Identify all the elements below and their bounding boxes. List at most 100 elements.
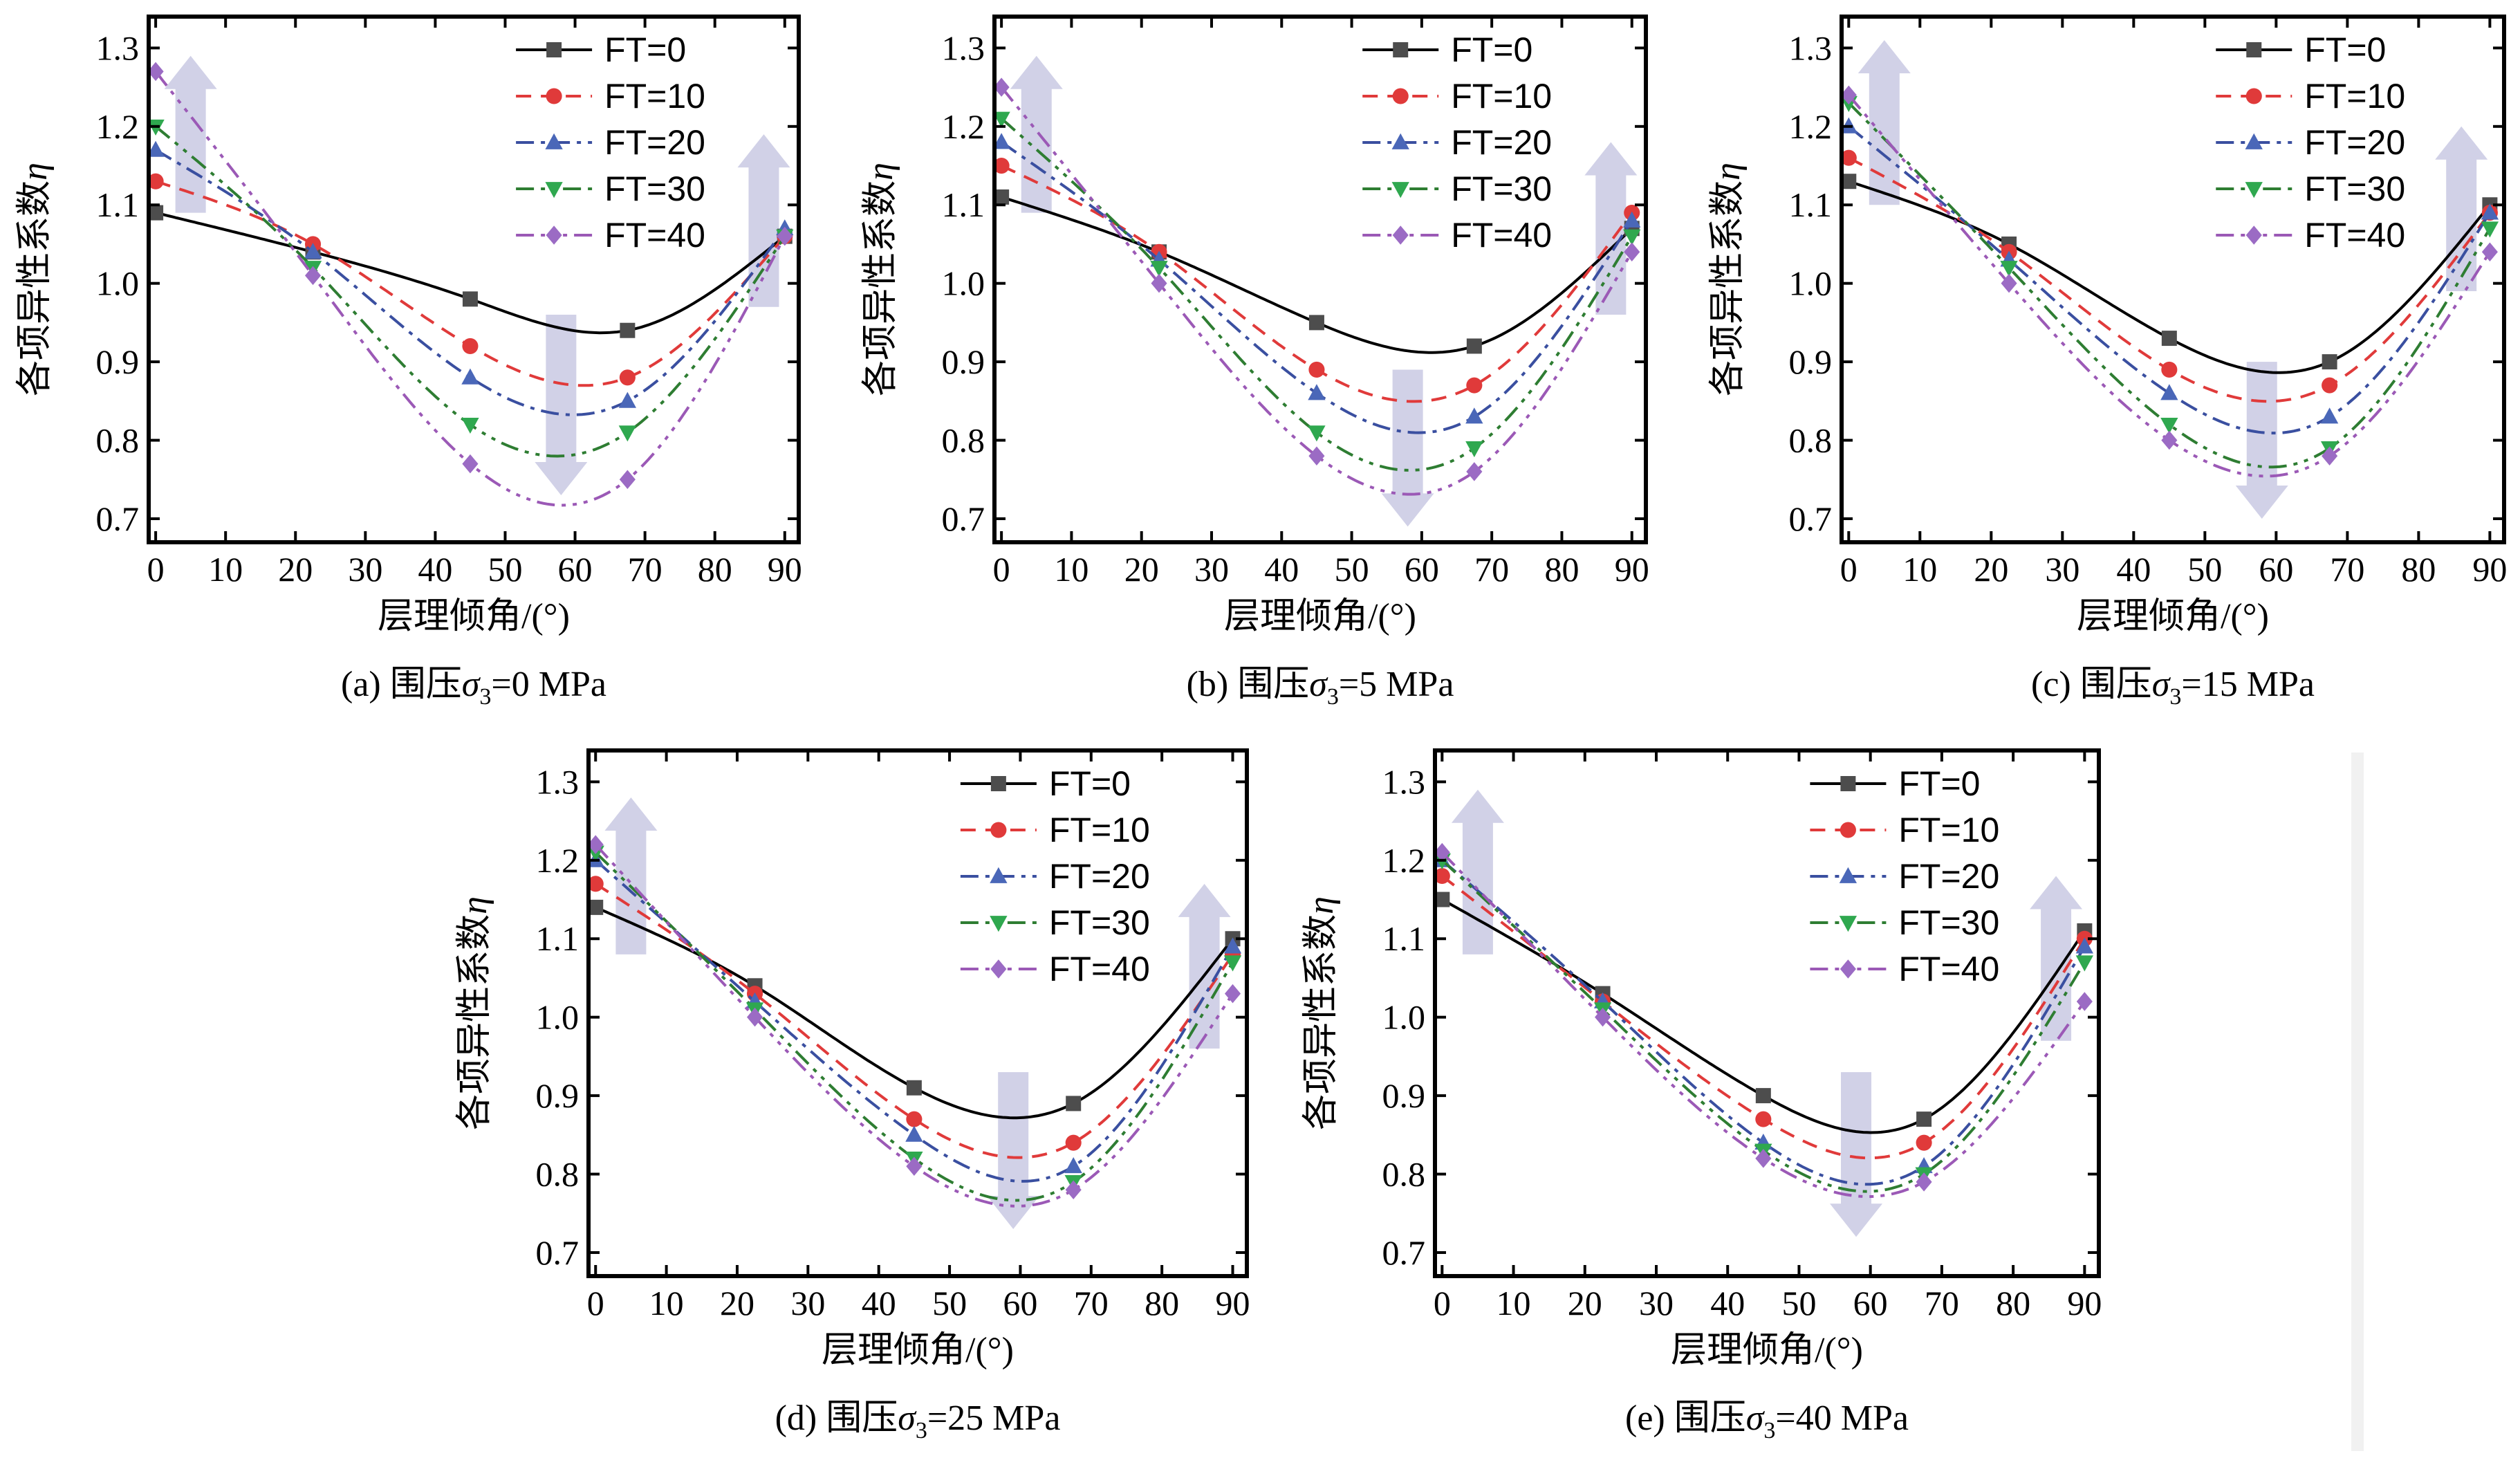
legend-marker	[990, 959, 1007, 979]
y-tick-label: 1.1	[1382, 919, 1426, 958]
x-tick-label: 60	[1405, 550, 1439, 589]
data-point	[148, 205, 164, 221]
data-point	[618, 425, 637, 442]
y-tick-label: 1.3	[96, 28, 140, 67]
data-point	[2160, 417, 2178, 434]
plot-frame	[1840, 15, 2506, 544]
panel-caption: (a) 围压σ3=0 MPa	[341, 665, 606, 710]
y-axis-title: 各项异性系数η	[1301, 896, 1341, 1130]
legend-label: FT=10	[1451, 77, 1552, 116]
y-tick-label: 0.8	[1382, 1155, 1426, 1194]
y-tick-label: 1.1	[1789, 185, 1833, 224]
series-line-ft-20	[1848, 125, 2492, 435]
trend-arrow-up	[164, 55, 217, 213]
data-point	[1916, 1134, 1932, 1151]
chart-panel-c: 0 10 20 30 40 50 60 70 80 90 0.7 0.8 0.9 1.0 1.1 1.2 1.3…	[1708, 15, 2507, 710]
data-point	[905, 1125, 923, 1142]
data-point	[2481, 221, 2499, 238]
x-tick-label: 10	[208, 550, 243, 589]
data-point	[304, 243, 322, 259]
data-point	[1308, 425, 1326, 442]
legend-marker	[2245, 182, 2263, 199]
y-tick-label: 1.1	[942, 185, 985, 224]
data-point	[304, 266, 322, 286]
y-tick-label: 1.2	[1789, 107, 1833, 146]
trend-arrow-down	[987, 1072, 1040, 1229]
x-tick-label: 50	[1335, 550, 1369, 589]
y-tick-label: 0.8	[536, 1155, 580, 1194]
legend-marker	[990, 867, 1008, 883]
x-tick-label: 10	[1902, 550, 1937, 589]
data-point	[2001, 273, 2017, 293]
y-tick-label: 1.2	[96, 107, 140, 146]
x-tick-label: 60	[558, 550, 593, 589]
data-point	[1755, 1149, 1772, 1168]
chart-panel-e: 0 10 20 30 40 50 60 70 80 90 0.7 0.8 0.9 1.0 1.1 1.2 1.3…	[1301, 748, 2102, 1443]
y-tick-label: 0.9	[96, 342, 140, 381]
data-point	[1595, 1007, 1611, 1027]
y-tick-label: 0.9	[536, 1076, 580, 1115]
legend-label: FT=20	[604, 123, 705, 162]
legend-marker	[546, 88, 562, 104]
data-point	[994, 189, 1010, 205]
legend-marker	[1839, 867, 1857, 883]
trend-arrow-down	[2235, 362, 2288, 519]
y-tick-label: 0.9	[1789, 342, 1833, 381]
legend-marker	[990, 916, 1008, 932]
data-point	[588, 899, 604, 915]
x-tick-label: 50	[488, 550, 522, 589]
data-point	[147, 173, 164, 190]
legend: FT=0 FT=10 FT=20 FT=30 FT=40	[516, 30, 705, 255]
legend-label: FT=20	[2304, 123, 2405, 162]
data-point	[1434, 892, 1450, 907]
x-axis-title: 层理倾角/(°)	[1224, 597, 1416, 636]
data-point	[906, 1156, 923, 1176]
x-tick-label: 20	[1974, 550, 2008, 589]
legend-marker	[1840, 959, 1856, 979]
x-tick-label: 90	[1615, 550, 1649, 589]
data-point	[147, 140, 165, 157]
y-tick-label: 1.3	[1382, 762, 1426, 801]
x-tick-label: 70	[628, 550, 663, 589]
panel-caption: (b) 围压σ3=5 MPa	[1187, 665, 1454, 710]
x-tick-label: 60	[2259, 550, 2293, 589]
data-point	[2161, 430, 2178, 450]
legend-marker	[990, 776, 1006, 791]
legend-label: FT=20	[1898, 857, 1999, 896]
data-point	[1064, 1156, 1082, 1174]
legend-label: FT=40	[1451, 216, 1552, 255]
chart-panel-b: 0 10 20 30 40 50 60 70 80 90 0.7 0.8 0.9 1.0 1.1 1.2 1.3…	[861, 15, 1649, 710]
y-tick-label: 1.2	[942, 107, 985, 146]
legend-label: FT=0	[2304, 30, 2386, 69]
trend-arrow-up	[2030, 876, 2083, 1041]
data-point	[2075, 955, 2094, 972]
x-axis-title: 层理倾角/(°)	[1671, 1331, 1863, 1370]
data-point	[1151, 273, 1167, 293]
trend-arrow-down	[1830, 1072, 1883, 1237]
y-tick-label: 1.2	[536, 841, 580, 880]
legend-marker	[1840, 776, 1856, 791]
y-tick-label: 1.0	[96, 264, 140, 303]
chart-panel-a: 0 10 20 30 40 50 60 70 80 90 0.7 0.8 0.9 1.0 1.1 1.2 1.3…	[15, 15, 802, 710]
x-tick-label: 0	[993, 550, 1010, 589]
data-point	[2481, 242, 2498, 262]
legend-marker	[545, 133, 563, 149]
data-point	[1065, 1134, 1082, 1151]
legend-marker	[1392, 88, 1409, 104]
x-tick-label: 0	[587, 1284, 604, 1322]
data-point	[2322, 446, 2338, 465]
data-point	[2481, 203, 2499, 220]
data-point	[1434, 867, 1450, 885]
x-tick-label: 0	[1434, 1284, 1451, 1322]
y-tick-label: 0.8	[942, 421, 985, 460]
data-point	[1224, 984, 1241, 1004]
y-tick-label: 1.1	[96, 185, 140, 224]
legend-marker	[546, 225, 562, 245]
data-point	[1840, 149, 1857, 166]
x-tick-label: 90	[2472, 550, 2507, 589]
data-point	[747, 1007, 763, 1027]
data-point	[1623, 229, 1641, 246]
plot-frame	[147, 15, 801, 544]
x-tick-label: 20	[720, 1284, 754, 1322]
series-line-ft-30	[1000, 117, 1633, 472]
